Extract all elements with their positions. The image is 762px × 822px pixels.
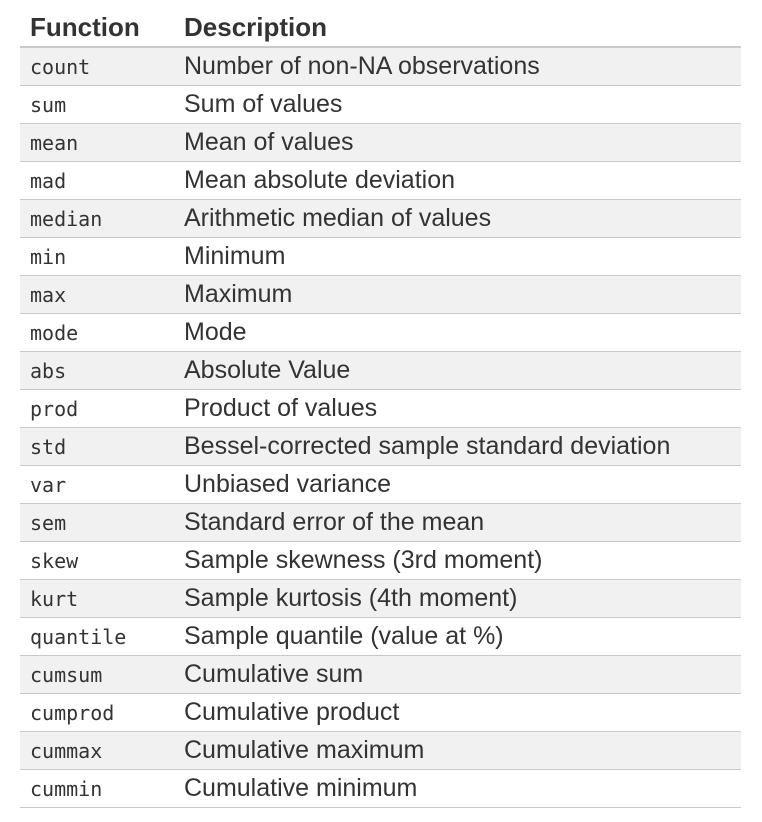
function-name-cell: cummin	[20, 769, 184, 808]
table-row: mad Mean absolute deviation	[20, 161, 741, 200]
description-cell: Standard error of the mean	[184, 503, 741, 542]
table-row: skew Sample skewness (3rd moment)	[20, 541, 741, 580]
description-cell: Sample kurtosis (4th moment)	[184, 579, 741, 618]
table-row: prod Product of values	[20, 389, 741, 428]
function-name-cell: max	[20, 275, 184, 314]
description-cell: Cumulative product	[184, 693, 741, 732]
function-name-cell: cumprod	[20, 693, 184, 732]
header-row: Function Description	[20, 8, 741, 48]
function-name-cell: prod	[20, 389, 184, 428]
table-row: std Bessel-corrected sample standard devi…	[20, 427, 741, 466]
table-row: median Arithmetic median of values	[20, 199, 741, 238]
function-name-cell: sem	[20, 503, 184, 542]
function-name-cell: skew	[20, 541, 184, 580]
description-cell: Cumulative maximum	[184, 731, 741, 770]
description-cell: Mode	[184, 313, 741, 352]
table-row: var Unbiased variance	[20, 465, 741, 504]
description-cell: Sample quantile (value at %)	[184, 617, 741, 656]
description-cell: Mean of values	[184, 123, 741, 162]
function-name-cell: mean	[20, 123, 184, 162]
table-row: cumsum Cumulative sum	[20, 655, 741, 694]
table-row: count Number of non-NA observations	[20, 47, 741, 86]
function-table-container: Function Description count Number of non-…	[20, 8, 741, 808]
table-row: kurt Sample kurtosis (4th moment)	[20, 579, 741, 618]
description-cell: Absolute Value	[184, 351, 741, 390]
table-row: cumprod Cumulative product	[20, 693, 741, 732]
function-name-cell: abs	[20, 351, 184, 390]
function-name-cell: median	[20, 199, 184, 238]
table-row: sem Standard error of the mean	[20, 503, 741, 542]
header-function: Function	[20, 8, 184, 48]
function-name-cell: mad	[20, 161, 184, 200]
function-name-cell: min	[20, 237, 184, 276]
function-name-cell: kurt	[20, 579, 184, 618]
function-name-cell: cummax	[20, 731, 184, 770]
description-cell: Minimum	[184, 237, 741, 276]
function-table: Function Description count Number of non-…	[20, 8, 741, 808]
description-cell: Maximum	[184, 275, 741, 314]
function-name-cell: std	[20, 427, 184, 466]
description-cell: Number of non-NA observations	[184, 47, 741, 86]
table-row: cummax Cumulative maximum	[20, 731, 741, 770]
description-cell: Bessel-corrected sample standard deviati…	[184, 427, 741, 466]
table-row: min Minimum	[20, 237, 741, 276]
description-cell: Sample skewness (3rd moment)	[184, 541, 741, 580]
table-row: abs Absolute Value	[20, 351, 741, 390]
description-cell: Cumulative sum	[184, 655, 741, 694]
function-name-cell: count	[20, 47, 184, 86]
table-row: sum Sum of values	[20, 85, 741, 124]
function-name-cell: mode	[20, 313, 184, 352]
description-cell: Cumulative minimum	[184, 769, 741, 808]
description-cell: Unbiased variance	[184, 465, 741, 504]
table-row: max Maximum	[20, 275, 741, 314]
header-description: Description	[184, 8, 741, 48]
table-body: count Number of non-NA observations sum Sum…	[20, 47, 741, 808]
function-name-cell: cumsum	[20, 655, 184, 694]
description-cell: Mean absolute deviation	[184, 161, 741, 200]
table-row: mean Mean of values	[20, 123, 741, 162]
table-row: cummin Cumulative minimum	[20, 769, 741, 808]
table-header: Function Description	[20, 8, 741, 48]
table-row: quantile Sample quantile (value at %)	[20, 617, 741, 656]
function-name-cell: var	[20, 465, 184, 504]
description-cell: Product of values	[184, 389, 741, 428]
function-name-cell: quantile	[20, 617, 184, 656]
table-row: mode Mode	[20, 313, 741, 352]
description-cell: Sum of values	[184, 85, 741, 124]
description-cell: Arithmetic median of values	[184, 199, 741, 238]
function-name-cell: sum	[20, 85, 184, 124]
